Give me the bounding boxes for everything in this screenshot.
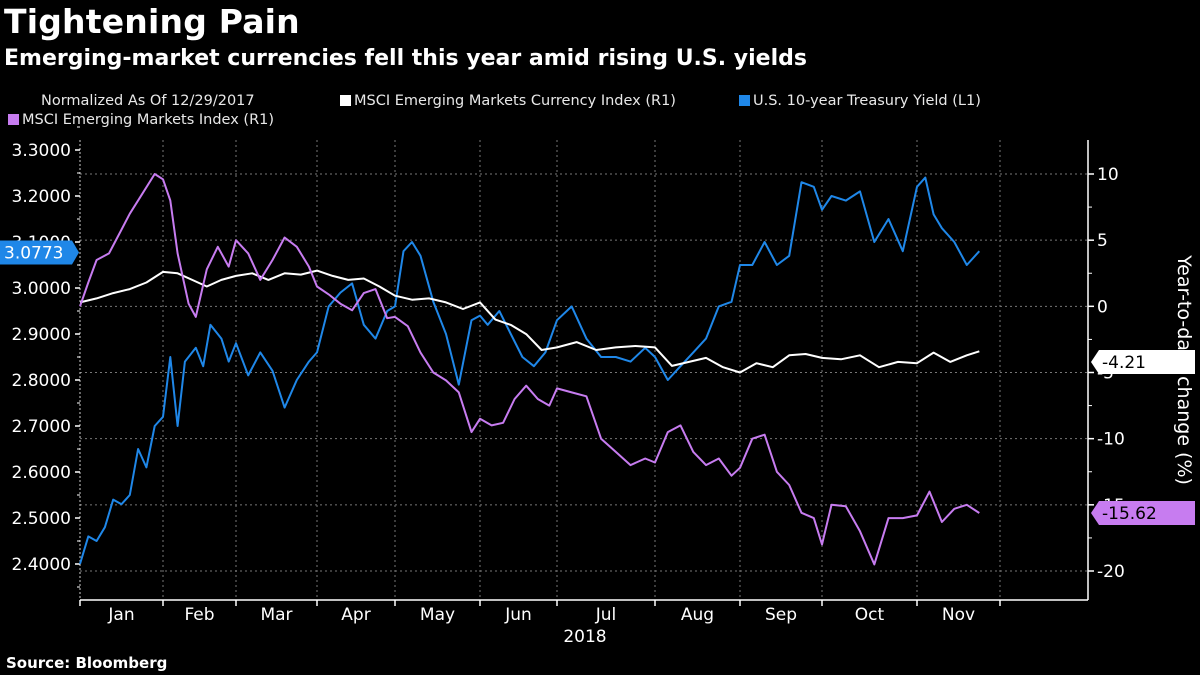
x-tick-label: Apr xyxy=(341,605,370,625)
legend-note: Normalized As Of 12/29/2017 xyxy=(41,93,255,109)
x-tick-label: Jun xyxy=(504,605,532,625)
x-tick-label: May xyxy=(420,605,455,625)
legend-item-currency-index: MSCI Emerging Markets Currency Index (R1… xyxy=(340,93,676,109)
left-tick-label: 2.6000 xyxy=(12,463,71,483)
left-tick-label: 2.7000 xyxy=(12,417,71,437)
x-tick-label: Aug xyxy=(681,605,714,625)
right-axis-title: Year-to-date change (%) xyxy=(1173,254,1195,485)
x-tick-label: Jan xyxy=(107,605,134,625)
right-tick-label: 5 xyxy=(1097,231,1108,251)
x-tick-label: Feb xyxy=(184,605,214,625)
right-tick-label: 0 xyxy=(1097,297,1108,317)
series-line-msci-emerging-markets-index-r1 xyxy=(79,173,980,566)
currency-index-last-value-text: -4.21 xyxy=(1102,353,1146,373)
x-tick-label: Sep xyxy=(765,605,797,625)
x-tick-label: Oct xyxy=(855,605,885,625)
right-tick-label: -10 xyxy=(1097,430,1125,450)
series-line-msci-emerging-markets-currency-index-r1 xyxy=(79,269,980,374)
x-tick-label: Mar xyxy=(260,605,292,625)
legend-item-treasury-yield: U.S. 10-year Treasury Yield (L1) xyxy=(739,93,981,109)
legend-item-msci-em-index: MSCI Emerging Markets Index (R1) xyxy=(8,112,274,128)
treasury-last-value-badge xyxy=(0,240,79,265)
right-tick-label: 10 xyxy=(1097,165,1119,185)
last-value-badges: 3.0773 -4.21 -15.62 xyxy=(0,240,1195,526)
msci-em-last-value-text: -15.62 xyxy=(1102,504,1157,524)
legend-swatch-white xyxy=(340,95,351,106)
legend-label: U.S. 10-year Treasury Yield (L1) xyxy=(753,93,981,109)
treasury-last-value-text: 3.0773 xyxy=(4,243,63,263)
x-year-label: 2018 xyxy=(563,627,606,647)
series-lines xyxy=(79,173,981,566)
legend-label: MSCI Emerging Markets Index (R1) xyxy=(22,112,275,128)
msci-em-last-value-badge xyxy=(1091,501,1195,526)
currency-index-last-value-badge xyxy=(1091,350,1195,375)
left-tick-label: 2.4000 xyxy=(12,555,71,575)
left-tick-label: 3.3000 xyxy=(12,141,71,161)
axes: 3.30003.20003.10003.00002.90002.80002.70… xyxy=(12,126,1125,625)
series-line-u-s-10-year-treasury-yield-l1 xyxy=(79,176,981,565)
left-tick-label: 2.8000 xyxy=(12,371,71,391)
chart-title: Tightening Pain xyxy=(4,2,300,41)
x-tick-label: Nov xyxy=(942,605,975,625)
legend-swatch-purple xyxy=(8,114,19,125)
left-tick-label: 2.5000 xyxy=(12,509,71,529)
left-tick-label: 3.0000 xyxy=(12,279,71,299)
chart-subtitle: Emerging-market currencies fell this yea… xyxy=(4,46,807,71)
left-tick-label: 3.2000 xyxy=(12,187,71,207)
left-tick-label: 2.9000 xyxy=(12,325,71,345)
grid xyxy=(80,140,1088,598)
legend-swatch-blue xyxy=(739,95,750,106)
x-tick-label: Jul xyxy=(595,605,617,625)
right-tick-label: -20 xyxy=(1097,562,1125,582)
legend-label: MSCI Emerging Markets Currency Index (R1… xyxy=(354,93,676,109)
source-note: Source: Bloomberg xyxy=(6,654,168,672)
